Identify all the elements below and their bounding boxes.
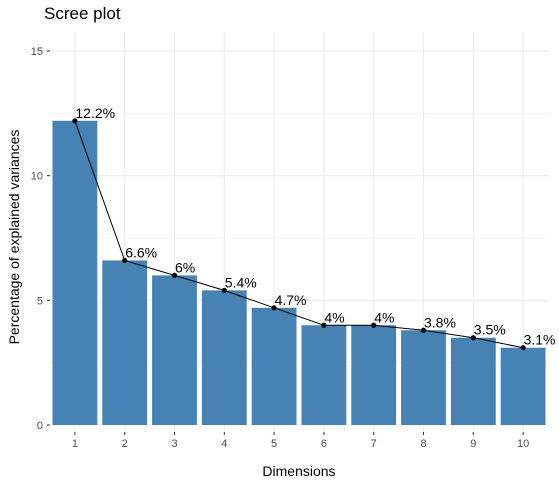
data-label: 5.4%	[225, 274, 257, 290]
chart-title: Scree plot	[44, 4, 121, 23]
data-label: 4%	[324, 309, 344, 325]
y-axis-title: Percentage of explained variances	[6, 130, 22, 345]
data-label: 3.8%	[424, 314, 456, 330]
x-axis-ticks: 1 2 3 4 5 6 7 8 9 10	[72, 432, 529, 450]
y-tick-label: 5	[37, 295, 43, 307]
data-point	[321, 322, 327, 328]
bar	[301, 325, 347, 425]
variance-line	[74, 120, 524, 349]
data-point	[171, 272, 178, 278]
data-label: 12.2%	[75, 105, 115, 121]
bar	[102, 260, 148, 425]
data-point	[371, 322, 377, 328]
data-label: 3.5%	[474, 322, 506, 338]
x-tick-label: 2	[122, 438, 128, 450]
x-tick-label: 9	[470, 438, 476, 450]
data-label: 6.6%	[125, 244, 157, 260]
bar	[450, 337, 496, 425]
data-label: 4%	[374, 309, 394, 325]
x-tick-label: 7	[371, 438, 377, 450]
x-axis-title: Dimensions	[262, 463, 335, 479]
x-tick-label: 5	[271, 438, 277, 450]
x-tick-label: 8	[420, 438, 426, 450]
bars	[52, 120, 546, 426]
bar	[152, 275, 197, 425]
bar	[500, 347, 546, 425]
bar	[351, 325, 397, 425]
x-tick-label: 6	[321, 438, 327, 450]
y-tick-label: 10	[31, 171, 43, 183]
y-axis-ticks: 0 5 10 15	[31, 46, 50, 432]
x-tick-label: 4	[221, 438, 227, 450]
data-point	[122, 257, 128, 264]
data-label: 4.7%	[275, 292, 307, 308]
points	[72, 118, 526, 351]
series-line	[74, 120, 524, 349]
y-tick-label: 15	[31, 46, 43, 58]
x-tick-label: 10	[517, 438, 529, 450]
y-tick-label: 0	[37, 420, 43, 432]
bar	[52, 120, 98, 426]
bar	[201, 290, 247, 425]
bar	[251, 307, 297, 425]
data-point	[470, 335, 476, 341]
x-tick-label: 3	[171, 438, 177, 450]
data-label: 3.1%	[524, 332, 556, 348]
data-point	[420, 327, 427, 333]
bar	[401, 330, 446, 425]
data-point	[520, 345, 526, 351]
x-tick-label: 1	[72, 438, 78, 450]
data-point	[221, 287, 227, 293]
data-point	[72, 118, 78, 124]
data-labels: 12.2% 6.6% 6% 5.4% 4.7% 4% 4% 3.8% 3.5% 3.1%	[75, 105, 555, 348]
data-point	[271, 305, 277, 311]
data-label: 6%	[175, 259, 195, 275]
